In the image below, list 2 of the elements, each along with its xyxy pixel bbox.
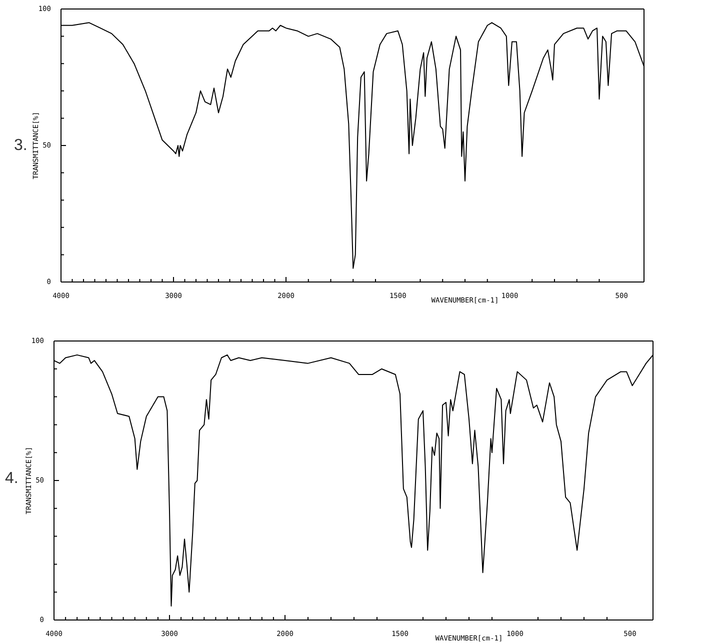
- text: 4.: [5, 470, 18, 488]
- text: 3.: [14, 136, 28, 154]
